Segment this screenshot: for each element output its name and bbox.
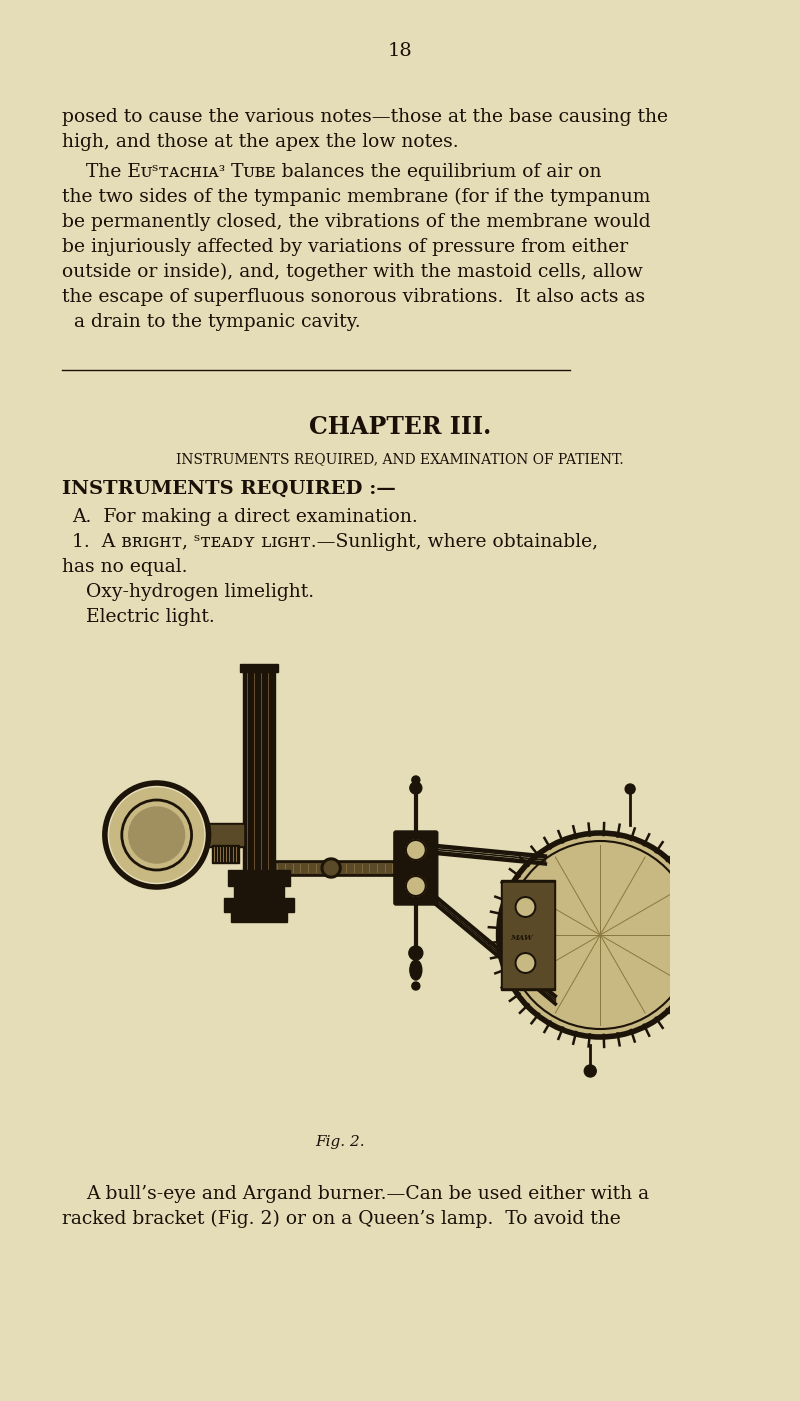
Bar (225, 898, 294, 912)
Text: Electric light.: Electric light. (86, 608, 214, 626)
Circle shape (406, 876, 426, 897)
Circle shape (406, 841, 426, 860)
Text: the escape of superfluous sonorous vibrations.  It also acts as: the escape of superfluous sonorous vibra… (62, 289, 645, 305)
Circle shape (129, 807, 185, 863)
Circle shape (498, 834, 702, 1037)
Circle shape (515, 897, 535, 918)
Circle shape (412, 982, 420, 991)
Bar (231, 912, 287, 922)
Circle shape (110, 787, 203, 883)
Text: INSTRUMENTS REQUIRED :—: INSTRUMENTS REQUIRED :— (62, 481, 396, 497)
Circle shape (324, 862, 338, 876)
Text: posed to cause the various notes—those at the base causing the: posed to cause the various notes—those a… (62, 108, 668, 126)
Text: racked bracket (Fig. 2) or on a Queen’s lamp.  To avoid the: racked bracket (Fig. 2) or on a Queen’s … (62, 1210, 621, 1229)
Text: 18: 18 (388, 42, 412, 60)
Text: A.  For making a direct examination.: A. For making a direct examination. (72, 509, 418, 525)
Circle shape (584, 1065, 596, 1077)
Circle shape (412, 776, 420, 785)
Text: the two sides of the tympanic membrane (for if the tympanum: the two sides of the tympanic membrane (… (62, 188, 650, 206)
Text: Fig. 2.: Fig. 2. (315, 1135, 365, 1149)
Circle shape (321, 857, 341, 878)
Text: be injuriously affected by variations of pressure from either: be injuriously affected by variations of… (62, 238, 628, 256)
Text: a drain to the tympanic cavity.: a drain to the tympanic cavity. (62, 312, 361, 331)
Bar (206, 825, 243, 845)
Bar (243, 668, 275, 873)
Text: be permanently closed, the vibrations of the membrane would: be permanently closed, the vibrations of… (62, 213, 650, 231)
Text: The Eᴜˢᴛᴀᴄʜɪᴀᵌ Tᴜʙᴇ balances the equilibrium of air on: The Eᴜˢᴛᴀᴄʜɪᴀᵌ Tᴜʙᴇ balances the equilib… (86, 163, 602, 181)
Bar (229, 870, 290, 885)
Bar (241, 664, 278, 672)
Text: high, and those at the apex the low notes.: high, and those at the apex the low note… (62, 133, 458, 151)
Text: outside or inside), and, together with the mastoid cells, allow: outside or inside), and, together with t… (62, 263, 642, 282)
Text: CHAPTER III.: CHAPTER III. (309, 415, 491, 439)
Text: MAW: MAW (510, 934, 533, 941)
Bar (234, 885, 284, 898)
Text: 1.  A ʙʀɪɢʜᴛ, ˢᴛᴇᴀᴅʏ ʟɪɢʜᴛ.—Sunlight, where obtainable,: 1. A ʙʀɪɢʜᴛ, ˢᴛᴇᴀᴅʏ ʟɪɢʜᴛ.—Sunlight, whe… (72, 532, 598, 551)
Bar (501, 880, 555, 991)
FancyBboxPatch shape (394, 831, 438, 905)
Text: has no equal.: has no equal. (62, 558, 187, 576)
Text: A bull’s-eye and Argand burner.—Can be used either with a: A bull’s-eye and Argand burner.—Can be u… (86, 1185, 649, 1203)
Circle shape (409, 946, 423, 960)
Circle shape (410, 782, 422, 794)
Text: Oxy-hydrogen limelight.: Oxy-hydrogen limelight. (86, 583, 314, 601)
Text: INSTRUMENTS REQUIRED, AND EXAMINATION OF PATIENT.: INSTRUMENTS REQUIRED, AND EXAMINATION OF… (176, 453, 624, 467)
Bar (211, 845, 239, 863)
Circle shape (625, 785, 635, 794)
Ellipse shape (410, 960, 422, 981)
Circle shape (515, 953, 535, 974)
Bar (502, 883, 554, 986)
Bar (206, 822, 243, 848)
